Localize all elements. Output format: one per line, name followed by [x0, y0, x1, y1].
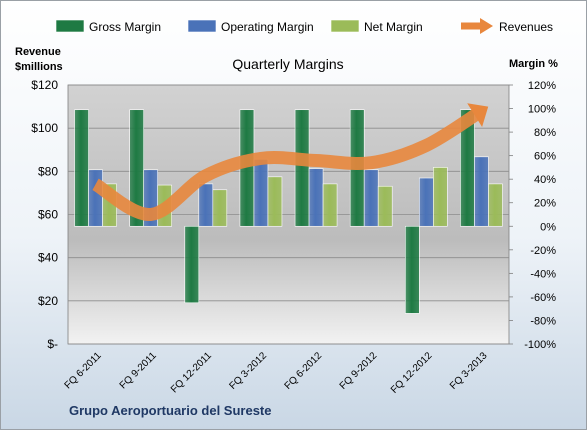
bar-operating-margin [474, 156, 489, 227]
right-tick-label: 0% [540, 221, 556, 233]
left-tick-label: $120 [31, 78, 58, 92]
chart-title: Quarterly Margins [232, 56, 343, 72]
right-tick-label: -80% [530, 315, 556, 327]
x-tick-label: FQ 12-2011 [169, 350, 214, 395]
left-tick-label: $- [47, 337, 58, 351]
bar-operating-margin [308, 168, 324, 227]
right-tick-label: 80% [534, 127, 556, 139]
footer-company-name: Grupo Aeroportuario del Sureste [69, 403, 272, 418]
x-tick-label: FQ 3-2013 [448, 350, 490, 392]
bar-net-margin [267, 176, 283, 227]
bar-net-margin [488, 183, 503, 227]
bar-operating-margin [363, 169, 379, 227]
revenues-arrowhead [467, 103, 489, 128]
right-tick-label: 100% [528, 104, 556, 116]
right-tick-label: -100% [524, 339, 556, 351]
revenues-line [92, 105, 485, 221]
right-tick-label: 20% [534, 198, 556, 210]
bar-operating-margin [88, 169, 103, 227]
bar-gross-margin [294, 109, 310, 227]
left-tick-label: $20 [38, 294, 58, 308]
legend-label: Net Margin [364, 20, 423, 34]
bar-net-margin [433, 167, 448, 227]
bar-operating-margin [253, 158, 269, 227]
legend-swatch-gross-margin [55, 19, 85, 33]
left-tick-label: $80 [38, 164, 58, 178]
right-axis-title: Margin % [509, 58, 558, 70]
right-tick-label: -20% [530, 245, 556, 257]
bar-net-margin [322, 183, 338, 227]
x-tick-label: FQ 6-2012 [283, 350, 325, 392]
legend-label: Operating Margin [221, 20, 314, 34]
left-tick-label: $60 [38, 208, 58, 222]
bar-net-margin [377, 185, 393, 227]
x-tick-label: FQ 3-2012 [227, 350, 269, 392]
left-tick-label: $100 [31, 121, 58, 135]
left-tick-label: $40 [38, 251, 58, 265]
bar-operating-margin [419, 177, 434, 227]
right-tick-label: -40% [530, 268, 556, 280]
legend-swatch-net-margin [330, 19, 360, 33]
left-axis-title-line1: Revenue [15, 46, 61, 58]
bar-net-margin [212, 189, 228, 227]
bar-gross-margin [405, 225, 420, 314]
x-tick-label: FQ 9-2011 [118, 350, 159, 391]
x-tick-label: FQ 9-2012 [338, 350, 380, 392]
legend-swatch-operating-margin [187, 19, 217, 33]
left-axis-title-line2: $millions [15, 61, 63, 73]
right-tick-label: 60% [534, 151, 556, 163]
x-tick-label: FQ 12-2012 [389, 350, 435, 396]
x-tick-label: FQ 6-2011 [63, 350, 104, 391]
bar-gross-margin [74, 109, 89, 227]
right-tick-label: 40% [534, 174, 556, 186]
bar-operating-margin [198, 183, 214, 227]
legend-arrow-revenues [480, 18, 493, 34]
bar-gross-margin [184, 225, 200, 304]
legend-label: Gross Margin [89, 20, 161, 34]
right-tick-label: 120% [528, 80, 556, 92]
legend-label: Revenues [499, 20, 553, 34]
bar-gross-margin [129, 109, 144, 227]
right-tick-label: -60% [530, 292, 556, 304]
